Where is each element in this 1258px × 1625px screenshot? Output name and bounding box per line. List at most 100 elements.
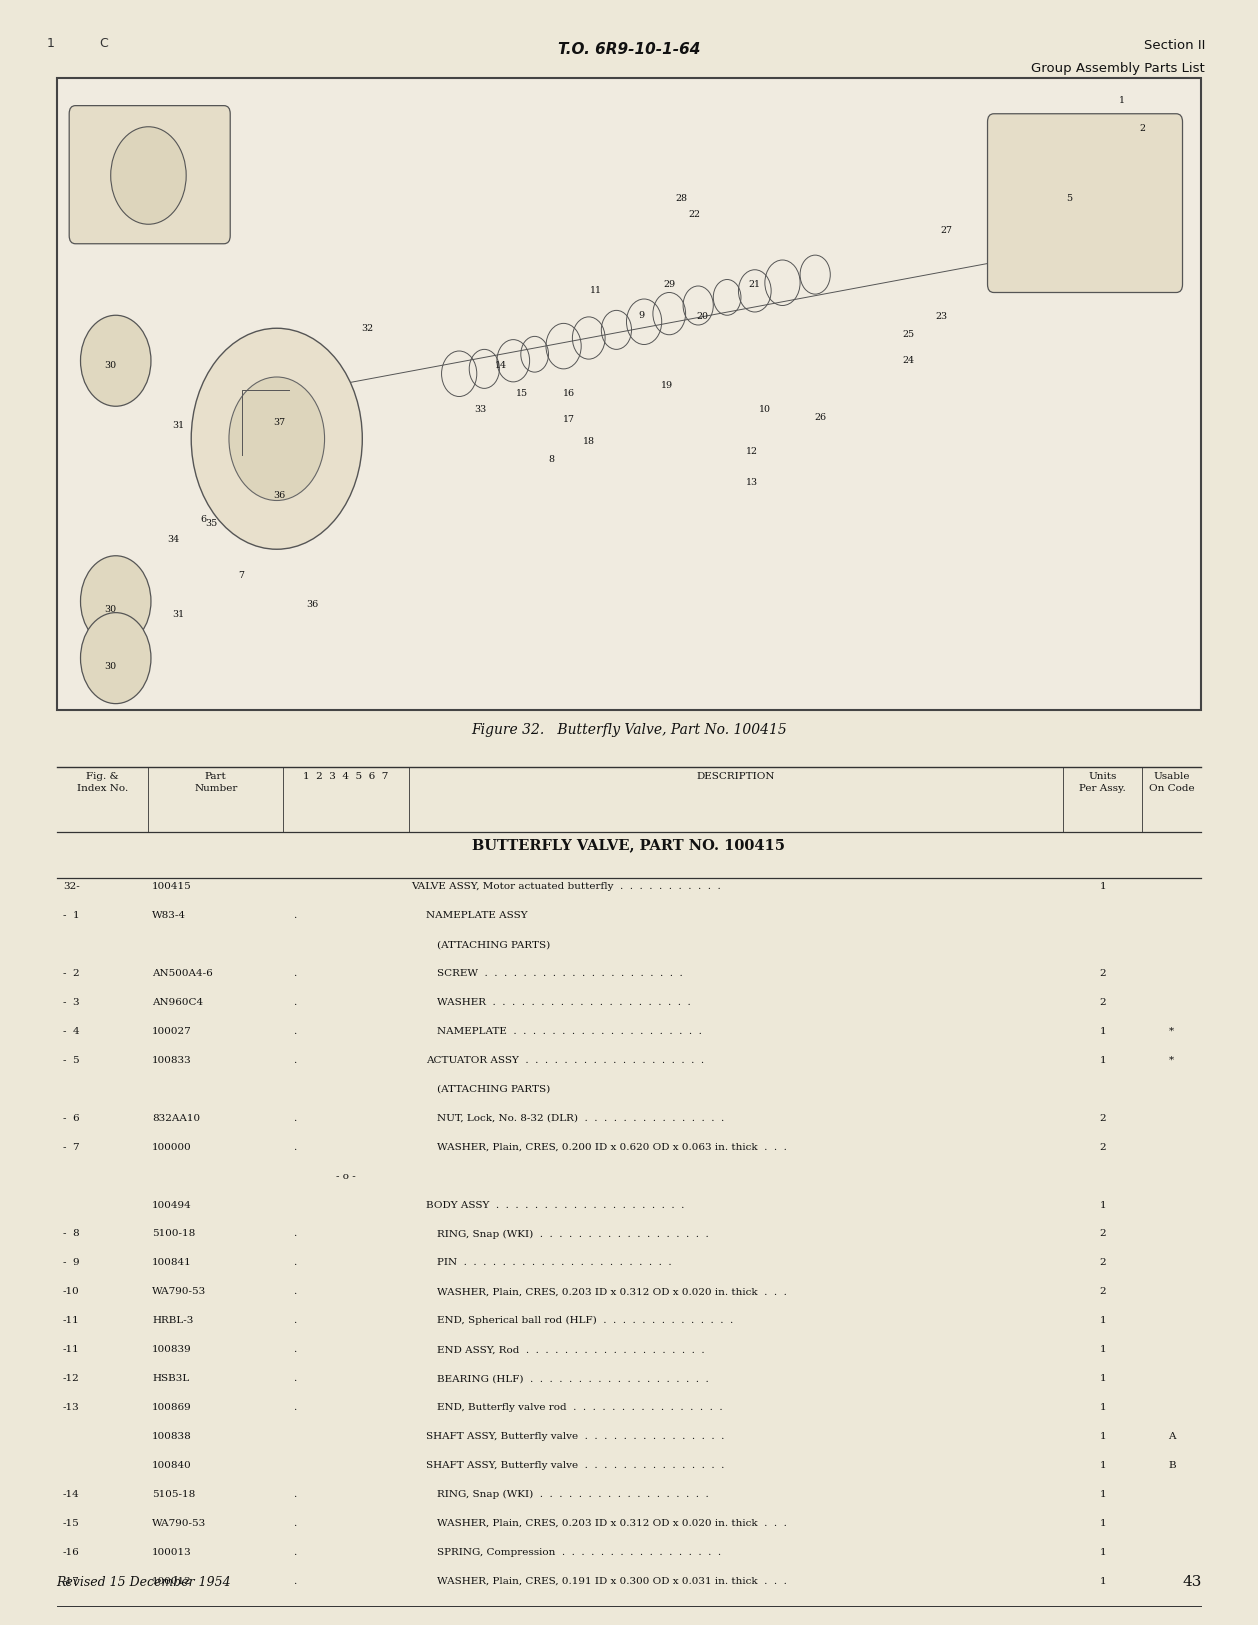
Text: 1: 1 — [1099, 1576, 1106, 1586]
Text: 36: 36 — [273, 491, 286, 500]
Text: Fig. &
Index No.: Fig. & Index No. — [77, 772, 128, 793]
Text: 17: 17 — [562, 414, 575, 424]
Text: 1: 1 — [1099, 1375, 1106, 1383]
Text: .: . — [293, 1056, 297, 1064]
Text: .: . — [293, 1547, 297, 1557]
Text: NUT, Lock, No. 8-32 (DLR)  .  .  .  .  .  .  .  .  .  .  .  .  .  .  .: NUT, Lock, No. 8-32 (DLR) . . . . . . . … — [437, 1113, 723, 1123]
Text: 27: 27 — [940, 226, 952, 236]
Text: NAMEPLATE ASSY: NAMEPLATE ASSY — [426, 912, 528, 920]
Text: Figure 32.   Butterfly Valve, Part No. 100415: Figure 32. Butterfly Valve, Part No. 100… — [472, 723, 786, 738]
Text: NAMEPLATE  .  .  .  .  .  .  .  .  .  .  .  .  .  .  .  .  .  .  .  .: NAMEPLATE . . . . . . . . . . . . . . . … — [437, 1027, 702, 1037]
Text: -  4: - 4 — [63, 1027, 79, 1037]
Text: 1: 1 — [1120, 96, 1125, 106]
Text: END ASSY, Rod  .  .  .  .  .  .  .  .  .  .  .  .  .  .  .  .  .  .  .: END ASSY, Rod . . . . . . . . . . . . . … — [437, 1346, 704, 1354]
Text: A: A — [1169, 1432, 1175, 1441]
Text: 12: 12 — [746, 447, 759, 457]
Text: END, Butterfly valve rod  .  .  .  .  .  .  .  .  .  .  .  .  .  .  .  .: END, Butterfly valve rod . . . . . . . .… — [437, 1402, 722, 1412]
Text: -  3: - 3 — [63, 998, 79, 1008]
Text: 19: 19 — [660, 380, 673, 390]
Text: 24: 24 — [902, 356, 915, 366]
Text: 28: 28 — [676, 193, 688, 203]
Text: 25: 25 — [902, 330, 915, 340]
Text: 100869: 100869 — [152, 1402, 192, 1412]
Text: W83-4: W83-4 — [152, 912, 186, 920]
Text: END, Spherical ball rod (HLF)  .  .  .  .  .  .  .  .  .  .  .  .  .  .: END, Spherical ball rod (HLF) . . . . . … — [437, 1316, 732, 1326]
Text: T.O. 6R9-10-1-64: T.O. 6R9-10-1-64 — [557, 42, 701, 57]
Text: AN500A4-6: AN500A4-6 — [152, 968, 213, 978]
Text: 14: 14 — [494, 361, 507, 370]
Text: .: . — [293, 1230, 297, 1238]
Text: 5100-18: 5100-18 — [152, 1230, 195, 1238]
Text: RING, Snap (WKI)  .  .  .  .  .  .  .  .  .  .  .  .  .  .  .  .  .  .: RING, Snap (WKI) . . . . . . . . . . . .… — [437, 1230, 708, 1238]
Text: 100000: 100000 — [152, 1142, 192, 1152]
Text: 1: 1 — [1099, 1519, 1106, 1527]
Text: 2: 2 — [1099, 1142, 1106, 1152]
Text: *: * — [1169, 1027, 1175, 1037]
Text: 16: 16 — [562, 388, 575, 398]
Text: 2: 2 — [1099, 1113, 1106, 1123]
Text: 832AA10: 832AA10 — [152, 1113, 200, 1123]
Text: 1  2  3  4  5  6  7: 1 2 3 4 5 6 7 — [303, 772, 389, 782]
Text: -12: -12 — [63, 1375, 79, 1383]
Text: 32: 32 — [361, 323, 374, 333]
Text: WASHER  .  .  .  .  .  .  .  .  .  .  .  .  .  .  .  .  .  .  .  .  .: WASHER . . . . . . . . . . . . . . . . .… — [437, 998, 691, 1008]
Text: HRBL-3: HRBL-3 — [152, 1316, 194, 1326]
Text: -  9: - 9 — [63, 1258, 79, 1268]
Text: .: . — [293, 1519, 297, 1527]
Text: 100839: 100839 — [152, 1346, 192, 1354]
Text: 21: 21 — [749, 280, 761, 289]
Text: 100840: 100840 — [152, 1461, 192, 1471]
Circle shape — [229, 377, 325, 500]
Text: AN960C4: AN960C4 — [152, 998, 204, 1008]
Text: 11: 11 — [590, 286, 603, 296]
Text: PIN  .  .  .  .  .  .  .  .  .  .  .  .  .  .  .  .  .  .  .  .  .  .: PIN . . . . . . . . . . . . . . . . . . … — [437, 1258, 672, 1268]
Text: B: B — [1167, 1461, 1176, 1471]
Text: 18: 18 — [582, 437, 595, 447]
Text: Group Assembly Parts List: Group Assembly Parts List — [1032, 62, 1205, 75]
Text: .: . — [293, 1316, 297, 1326]
Bar — [57, 78, 1201, 710]
Text: .: . — [293, 998, 297, 1008]
Text: (ATTACHING PARTS): (ATTACHING PARTS) — [437, 941, 550, 949]
Text: 31: 31 — [172, 609, 185, 619]
Text: *: * — [1169, 1056, 1175, 1064]
Text: ACTUATOR ASSY  .  .  .  .  .  .  .  .  .  .  .  .  .  .  .  .  .  .  .: ACTUATOR ASSY . . . . . . . . . . . . . … — [426, 1056, 704, 1064]
Text: -16: -16 — [63, 1547, 79, 1557]
Text: 31: 31 — [172, 421, 185, 431]
FancyBboxPatch shape — [69, 106, 230, 244]
Text: 7: 7 — [239, 570, 244, 580]
Text: .: . — [293, 1490, 297, 1498]
Text: -  5: - 5 — [63, 1056, 79, 1064]
Text: WASHER, Plain, CRES, 0.203 ID x 0.312 OD x 0.020 in. thick  .  .  .: WASHER, Plain, CRES, 0.203 ID x 0.312 OD… — [437, 1519, 786, 1527]
Text: SHAFT ASSY, Butterfly valve  .  .  .  .  .  .  .  .  .  .  .  .  .  .  .: SHAFT ASSY, Butterfly valve . . . . . . … — [426, 1432, 725, 1441]
Circle shape — [191, 328, 362, 549]
Circle shape — [81, 315, 151, 406]
Text: DESCRIPTION: DESCRIPTION — [697, 772, 775, 782]
Text: .: . — [293, 1258, 297, 1268]
Text: BODY ASSY  .  .  .  .  .  .  .  .  .  .  .  .  .  .  .  .  .  .  .  .: BODY ASSY . . . . . . . . . . . . . . . … — [426, 1201, 684, 1209]
Text: Usable
On Code: Usable On Code — [1149, 772, 1195, 793]
Text: 13: 13 — [746, 478, 759, 488]
Text: Units
Per Assy.: Units Per Assy. — [1079, 772, 1126, 793]
Text: -17: -17 — [63, 1576, 79, 1586]
Text: 1: 1 — [1099, 1402, 1106, 1412]
Text: -10: -10 — [63, 1287, 79, 1297]
Text: 2: 2 — [1140, 124, 1145, 133]
Text: -  7: - 7 — [63, 1142, 79, 1152]
Text: 100027: 100027 — [152, 1027, 192, 1037]
Text: WA790-53: WA790-53 — [152, 1519, 206, 1527]
Text: -13: -13 — [63, 1402, 79, 1412]
Text: 22: 22 — [688, 210, 701, 219]
Text: 35: 35 — [205, 518, 218, 528]
Text: 1: 1 — [1099, 1490, 1106, 1498]
Text: 2: 2 — [1099, 1230, 1106, 1238]
Text: .: . — [293, 1402, 297, 1412]
Text: 1: 1 — [1099, 1201, 1106, 1209]
Text: 5105-18: 5105-18 — [152, 1490, 195, 1498]
Text: 100494: 100494 — [152, 1201, 192, 1209]
Text: 1: 1 — [1099, 882, 1106, 892]
Text: 20: 20 — [696, 312, 708, 322]
Circle shape — [111, 127, 186, 224]
Text: 34: 34 — [167, 535, 180, 544]
Text: 30: 30 — [104, 361, 117, 370]
